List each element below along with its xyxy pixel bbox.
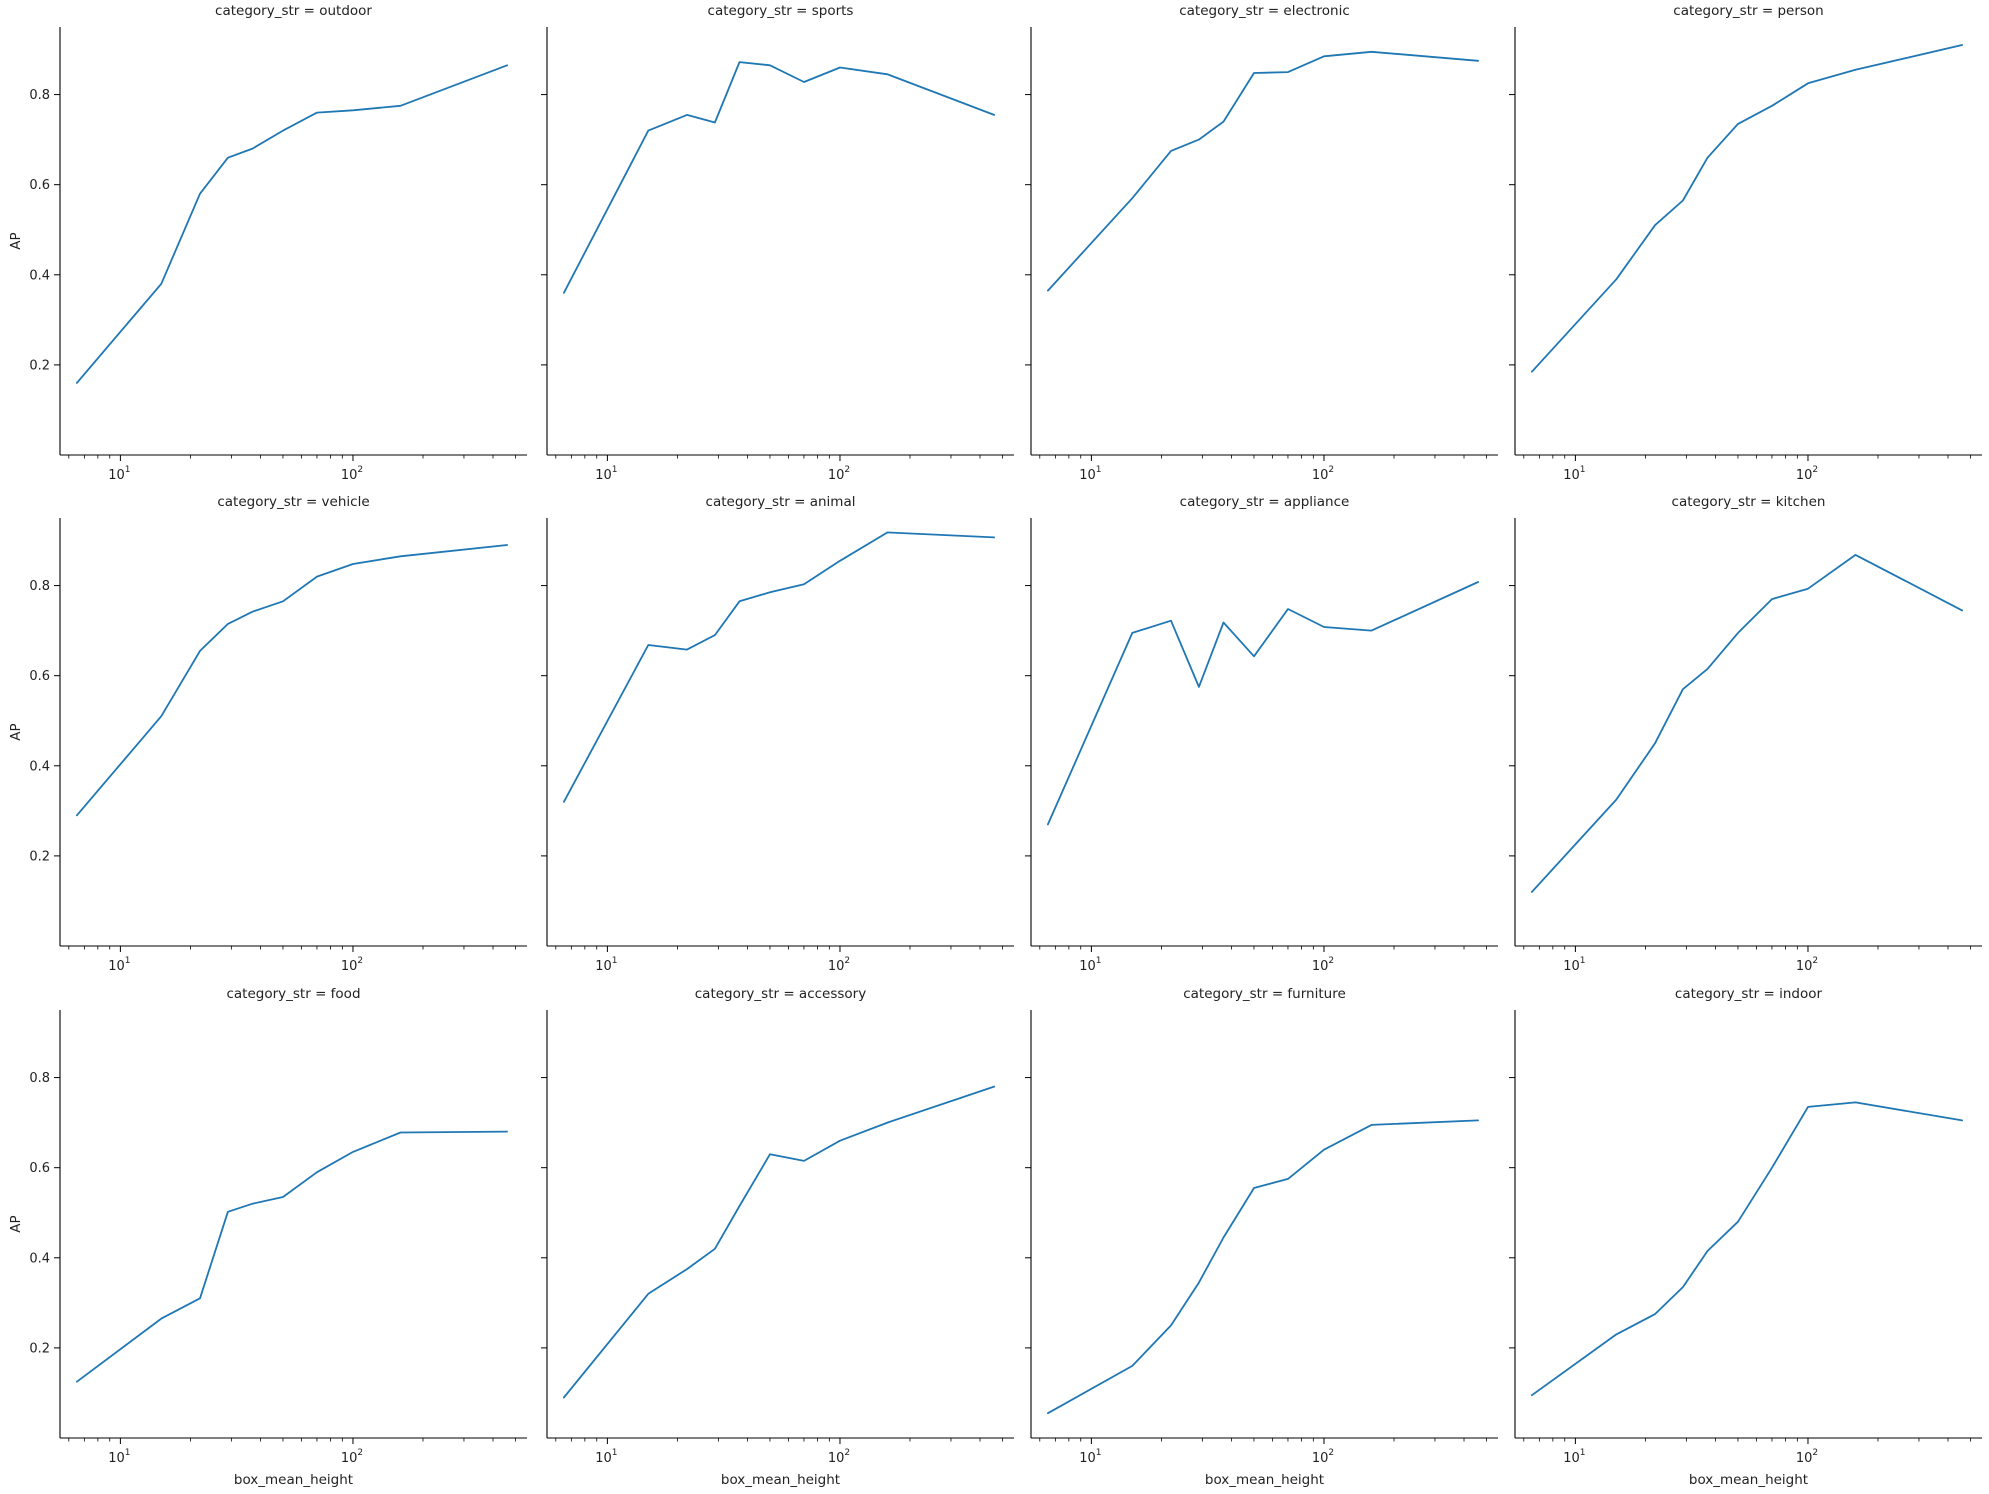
facet-title: category_str = person bbox=[1673, 3, 1823, 19]
x-tick-label: 101 bbox=[1079, 1448, 1101, 1466]
facet-title: category_str = electronic bbox=[1179, 3, 1350, 19]
x-tick-label: 101 bbox=[595, 465, 617, 483]
series-line bbox=[76, 64, 509, 384]
x-axis-label: box_mean_height bbox=[234, 1472, 353, 1488]
x-tick-label: 102 bbox=[1312, 956, 1334, 974]
facet-panel: category_str = animal 101 102 bbox=[541, 494, 1014, 974]
x-tick-label: 102 bbox=[1312, 1448, 1334, 1466]
x-tick-label: 102 bbox=[1796, 1448, 1818, 1466]
series-line bbox=[1531, 1101, 1963, 1397]
facet-panel: category_str = food 0.2 0.4 0.6 0.8 101 102 AP b… bbox=[8, 986, 527, 1488]
x-tick-label: 102 bbox=[828, 956, 850, 974]
x-tick-label: 101 bbox=[1079, 465, 1101, 483]
y-axis-label: AP bbox=[8, 723, 24, 740]
x-tick-label: 101 bbox=[595, 956, 617, 974]
facet-title: category_str = sports bbox=[708, 3, 854, 19]
x-tick-label: 102 bbox=[1796, 465, 1818, 483]
y-tick-label: 0.2 bbox=[29, 358, 50, 373]
y-tick-label: 0.2 bbox=[29, 1341, 50, 1356]
facet-title: category_str = outdoor bbox=[215, 3, 372, 19]
x-axis-label: box_mean_height bbox=[1205, 1472, 1324, 1488]
x-tick-label: 102 bbox=[341, 1448, 363, 1466]
facet-panel: category_str = outdoor 0.2 0.4 0.6 0.8 101 102… bbox=[8, 3, 527, 483]
x-tick-label: 101 bbox=[595, 1448, 617, 1466]
x-axis-label: box_mean_height bbox=[1689, 1472, 1808, 1488]
x-tick-label: 101 bbox=[108, 956, 130, 974]
x-tick-label: 102 bbox=[341, 956, 363, 974]
facet-title: category_str = vehicle bbox=[217, 494, 369, 510]
x-tick-label: 102 bbox=[828, 465, 850, 483]
series-line bbox=[1047, 581, 1479, 826]
facet-title: category_str = animal bbox=[706, 494, 856, 510]
facet-panel: category_str = indoor 101 102 box_mean_heig… bbox=[1509, 986, 1982, 1488]
x-axis-label: box_mean_height bbox=[721, 1472, 840, 1488]
y-tick-label: 0.8 bbox=[29, 579, 50, 594]
facet-title: category_str = furniture bbox=[1183, 986, 1346, 1002]
x-tick-label: 101 bbox=[1563, 465, 1585, 483]
y-tick-label: 0.4 bbox=[29, 1251, 50, 1266]
facet-panel: category_str = sports 101 102 bbox=[541, 3, 1014, 483]
y-tick-label: 0.4 bbox=[29, 759, 50, 774]
facet-panel: category_str = person 101 102 bbox=[1509, 3, 1982, 483]
y-tick-label: 0.8 bbox=[29, 88, 50, 103]
facet-panel: category_str = furniture 101 102 box_mean_h… bbox=[1025, 986, 1498, 1488]
series-line bbox=[563, 61, 995, 294]
facet-panel: category_str = kitchen 101 102 bbox=[1509, 494, 1982, 974]
series-line bbox=[1531, 44, 1963, 373]
series-line bbox=[76, 1130, 509, 1383]
x-tick-label: 101 bbox=[1563, 1448, 1585, 1466]
facet-title: category_str = indoor bbox=[1675, 986, 1823, 1002]
y-tick-label: 0.6 bbox=[29, 178, 50, 193]
facet-title: category_str = accessory bbox=[695, 986, 866, 1002]
x-tick-label: 102 bbox=[341, 465, 363, 483]
facet-panel: category_str = vehicle 0.2 0.4 0.6 0.8 101 102… bbox=[8, 494, 527, 974]
y-tick-label: 0.4 bbox=[29, 268, 50, 283]
series-line bbox=[1047, 1119, 1479, 1415]
series-line bbox=[1531, 554, 1963, 893]
y-tick-label: 0.6 bbox=[29, 669, 50, 684]
y-tick-label: 0.2 bbox=[29, 849, 50, 864]
y-axis-label: AP bbox=[8, 232, 24, 249]
y-axis-label: AP bbox=[8, 1215, 24, 1232]
x-tick-label: 101 bbox=[108, 1448, 130, 1466]
series-line bbox=[563, 531, 995, 803]
series-line bbox=[563, 1085, 995, 1399]
x-tick-label: 102 bbox=[828, 1448, 850, 1466]
facet-title: category_str = kitchen bbox=[1672, 494, 1826, 510]
y-tick-label: 0.8 bbox=[29, 1071, 50, 1086]
x-tick-label: 102 bbox=[1796, 956, 1818, 974]
x-tick-label: 102 bbox=[1312, 465, 1334, 483]
x-tick-label: 101 bbox=[1563, 956, 1585, 974]
facet-panel: category_str = accessory 101 102 box_mean_h… bbox=[541, 986, 1014, 1488]
facet-title: category_str = food bbox=[226, 986, 360, 1002]
series-line bbox=[76, 544, 509, 817]
x-tick-label: 101 bbox=[108, 465, 130, 483]
facet-title: category_str = appliance bbox=[1180, 494, 1350, 510]
x-tick-label: 101 bbox=[1079, 956, 1101, 974]
facet-panel: category_str = electronic 101 102 bbox=[1025, 3, 1498, 483]
series-line bbox=[1047, 50, 1479, 292]
y-tick-label: 0.6 bbox=[29, 1161, 50, 1176]
facet-panel: category_str = appliance 101 102 bbox=[1025, 494, 1498, 974]
